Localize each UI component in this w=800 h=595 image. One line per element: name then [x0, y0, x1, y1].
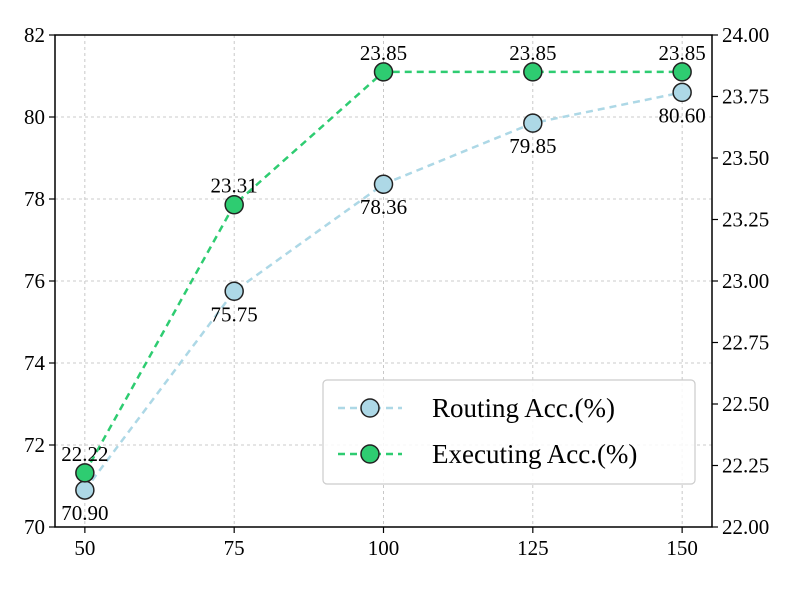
legend-marker-routing [360, 398, 380, 418]
data-point [75, 463, 95, 483]
legend-label-routing: Routing Acc.(%) [432, 393, 615, 423]
legend-marker-executing [360, 444, 380, 464]
y-right-tick-label: 22.00 [722, 515, 769, 539]
y-right-tick-label: 23.25 [722, 208, 769, 232]
data-point [523, 62, 543, 82]
data-point [523, 113, 543, 133]
data-labels: 70.90 75.75 78.36 79.85 80.60 22.22 23.31 23.85… [61, 41, 706, 525]
y-right-tick-label: 22.50 [722, 392, 769, 416]
y-left-tick-label: 80 [24, 105, 45, 129]
data-label: 23.31 [211, 174, 258, 198]
x-tick-label: 150 [666, 536, 698, 560]
x-tick-label: 50 [74, 536, 95, 560]
y-left-tick-label: 82 [24, 23, 45, 47]
data-label: 23.85 [509, 41, 556, 65]
legend-box [322, 379, 696, 485]
y-right-tick-label: 22.75 [722, 331, 769, 355]
data-label: 78.36 [360, 195, 407, 219]
data-point [672, 82, 692, 103]
legend: Routing Acc.(%) Executing Acc.(%) [322, 379, 696, 485]
y-right-tick-label: 23.00 [722, 269, 769, 293]
y-left-tick-label: 72 [24, 433, 45, 457]
data-point [373, 62, 394, 82]
series-layer [75, 62, 692, 500]
data-label: 23.85 [360, 41, 407, 65]
y-right-tick-label: 23.50 [722, 146, 769, 170]
x-tick-label: 100 [368, 536, 400, 560]
data-point [75, 480, 95, 500]
y-left-tick-label: 78 [24, 187, 45, 211]
x-tick-label: 75 [224, 536, 245, 560]
data-point [373, 174, 394, 194]
data-label: 75.75 [211, 302, 258, 326]
data-point [224, 281, 244, 301]
data-label: 79.85 [509, 134, 556, 158]
data-point [672, 62, 692, 82]
y-right-tick-label: 24.00 [722, 23, 769, 47]
data-label: 23.85 [659, 41, 706, 65]
x-tick-label: 125 [517, 536, 549, 560]
y-left-tick-label: 76 [24, 269, 45, 293]
y-left-tick-label: 70 [24, 515, 45, 539]
legend-label-executing: Executing Acc.(%) [432, 439, 637, 469]
axes: 50 75 100 125 150 70 72 74 76 78 80 82 22.00 22.25 22.… [24, 23, 769, 560]
data-label: 70.90 [61, 501, 108, 525]
y-right-tick-label: 23.75 [722, 85, 769, 109]
y-right-tick-label: 22.25 [722, 454, 769, 478]
data-point [224, 194, 244, 215]
data-label: 22.22 [61, 442, 108, 466]
data-label: 80.60 [659, 103, 706, 127]
y-left-tick-label: 74 [24, 351, 46, 375]
